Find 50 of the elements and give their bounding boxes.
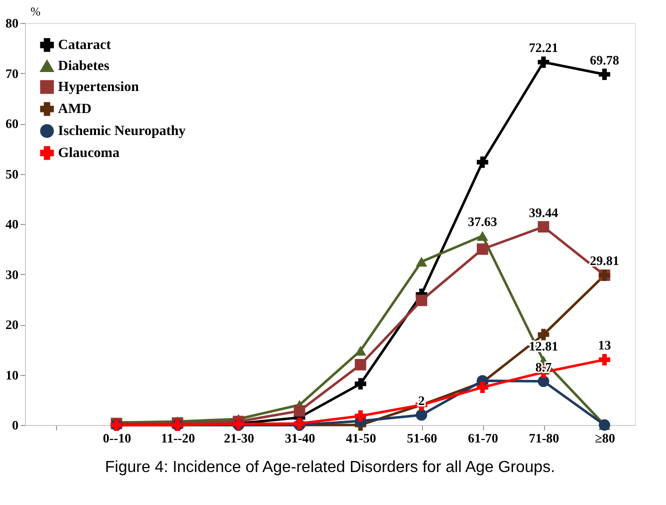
point [598, 354, 610, 366]
point [354, 378, 366, 390]
legend-label: Cataract [58, 38, 112, 53]
point [538, 328, 550, 340]
y-tick-label: 40 [6, 216, 18, 232]
legend-label: AMD [58, 102, 92, 117]
x-tick-label: 11--20 [161, 430, 195, 446]
point [476, 243, 488, 255]
point [416, 294, 428, 306]
legend-label: Ischemic Neuropathy [58, 124, 186, 139]
x-tick-label: 51-60 [406, 430, 438, 446]
data-label: 39.44 [528, 204, 559, 220]
legend-label: Hypertension [58, 80, 140, 95]
y-tick-label: 60 [6, 116, 18, 131]
data-label: 69.78 [590, 52, 620, 68]
point [476, 382, 488, 394]
data-label: 37.63 [468, 214, 498, 229]
x-tick-label: ≥80 [594, 430, 616, 446]
data-label: 8.7 [535, 359, 552, 374]
point [354, 346, 366, 356]
x-tick-label: 41-50 [346, 430, 376, 446]
x-tick-label: 61-70 [468, 430, 498, 446]
data-label: 72.21 [528, 40, 558, 56]
data-label: 29.81 [590, 253, 620, 268]
point [476, 230, 488, 241]
x-tick-label: 71-80 [528, 430, 560, 446]
point [354, 410, 366, 422]
y-tick-label: 20 [6, 317, 18, 332]
x-tick-label: 21-30 [224, 430, 254, 446]
point [598, 68, 610, 80]
point [416, 409, 428, 421]
legend-label: Diabetes [58, 59, 110, 74]
legend-label: Glaucoma [58, 146, 120, 161]
point [538, 221, 550, 233]
point [354, 359, 366, 370]
y-tick-label: 30 [6, 266, 18, 282]
data-label: 13 [598, 338, 612, 353]
y-tick-label: 80 [6, 16, 18, 30]
x-tick-label: 0--10 [102, 430, 132, 446]
y-tick-label: 50 [6, 166, 18, 182]
text: Figure 4: Incidence of Age-related Disorders for all Age Groups. [104, 459, 556, 476]
point [416, 256, 428, 267]
y-tick-label: 10 [6, 367, 18, 382]
point [476, 156, 488, 168]
point [294, 405, 306, 417]
y-tick-label: 70 [6, 66, 18, 81]
point [538, 56, 550, 68]
x-tick-label: 31-40 [284, 430, 316, 446]
y-tick-label: 0 [12, 418, 18, 432]
y-axis-title: % [30, 4, 40, 18]
